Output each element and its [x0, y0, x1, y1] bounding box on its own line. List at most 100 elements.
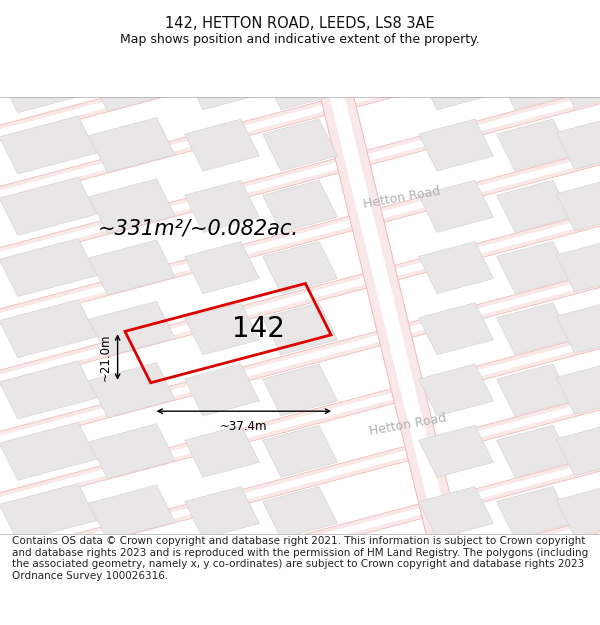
Polygon shape [185, 364, 259, 416]
Polygon shape [419, 425, 493, 478]
Polygon shape [419, 302, 493, 355]
Polygon shape [556, 427, 600, 476]
Polygon shape [0, 0, 600, 298]
Polygon shape [0, 0, 600, 237]
Text: 142, HETTON ROAD, LEEDS, LS8 3AE: 142, HETTON ROAD, LEEDS, LS8 3AE [165, 16, 435, 31]
Polygon shape [497, 364, 571, 416]
Polygon shape [0, 0, 600, 294]
Polygon shape [263, 364, 337, 416]
Polygon shape [419, 486, 493, 539]
Polygon shape [556, 59, 600, 108]
Polygon shape [0, 118, 600, 625]
Polygon shape [556, 243, 600, 292]
Polygon shape [0, 302, 600, 625]
Polygon shape [497, 119, 571, 171]
Polygon shape [0, 241, 600, 625]
Polygon shape [0, 55, 97, 112]
Polygon shape [263, 425, 337, 478]
Polygon shape [185, 486, 259, 539]
Polygon shape [89, 301, 175, 356]
Text: ~331m²/~0.082ac.: ~331m²/~0.082ac. [97, 218, 299, 238]
Polygon shape [0, 0, 600, 604]
Text: Map shows position and indicative extent of the property.: Map shows position and indicative extent… [120, 32, 480, 46]
Polygon shape [263, 302, 337, 355]
Polygon shape [556, 182, 600, 231]
Text: Contains OS data © Crown copyright and database right 2021. This information is : Contains OS data © Crown copyright and d… [12, 536, 588, 581]
Polygon shape [0, 53, 600, 625]
Polygon shape [0, 300, 97, 358]
Polygon shape [185, 548, 259, 600]
Polygon shape [556, 121, 600, 169]
Polygon shape [0, 0, 600, 421]
Text: ~37.4m: ~37.4m [220, 420, 268, 433]
Polygon shape [0, 361, 97, 419]
Polygon shape [263, 548, 337, 600]
Polygon shape [556, 304, 600, 353]
Polygon shape [0, 0, 600, 478]
Polygon shape [0, 359, 600, 625]
Polygon shape [0, 57, 600, 625]
Polygon shape [0, 298, 600, 625]
Text: Hetton Road: Hetton Road [362, 184, 442, 211]
Polygon shape [0, 114, 600, 625]
Text: Hetton Road: Hetton Road [368, 412, 448, 438]
Polygon shape [556, 366, 600, 414]
Polygon shape [0, 484, 97, 541]
Polygon shape [174, 0, 600, 625]
Polygon shape [0, 0, 600, 359]
Polygon shape [263, 486, 337, 539]
Polygon shape [185, 58, 259, 110]
Polygon shape [0, 545, 97, 602]
Polygon shape [89, 424, 175, 479]
Polygon shape [556, 488, 600, 537]
Polygon shape [419, 119, 493, 171]
Polygon shape [166, 0, 600, 625]
Polygon shape [0, 0, 600, 233]
Polygon shape [185, 302, 259, 355]
Polygon shape [263, 58, 337, 110]
Polygon shape [0, 239, 97, 296]
Text: 142: 142 [232, 315, 284, 342]
Polygon shape [0, 179, 600, 625]
Polygon shape [0, 0, 600, 543]
Polygon shape [185, 241, 259, 294]
Polygon shape [263, 241, 337, 294]
Polygon shape [0, 0, 600, 417]
Polygon shape [497, 241, 571, 294]
Polygon shape [497, 302, 571, 355]
Polygon shape [0, 237, 600, 625]
Polygon shape [497, 486, 571, 539]
Polygon shape [0, 0, 600, 601]
Polygon shape [185, 425, 259, 478]
Polygon shape [89, 179, 175, 234]
Polygon shape [419, 58, 493, 110]
Polygon shape [0, 116, 97, 174]
Polygon shape [556, 549, 600, 598]
Polygon shape [0, 422, 97, 480]
Polygon shape [0, 363, 600, 625]
Polygon shape [419, 180, 493, 232]
Polygon shape [185, 180, 259, 232]
Polygon shape [497, 548, 571, 600]
Polygon shape [0, 176, 600, 625]
Polygon shape [0, 0, 600, 539]
Polygon shape [0, 0, 600, 356]
Polygon shape [0, 0, 600, 482]
Polygon shape [89, 485, 175, 540]
Polygon shape [497, 425, 571, 478]
Polygon shape [419, 364, 493, 416]
Polygon shape [497, 58, 571, 110]
Polygon shape [0, 177, 97, 235]
Polygon shape [185, 119, 259, 171]
Polygon shape [263, 180, 337, 232]
Polygon shape [89, 118, 175, 172]
Polygon shape [89, 56, 175, 111]
Polygon shape [263, 119, 337, 171]
Polygon shape [89, 362, 175, 418]
Polygon shape [497, 180, 571, 232]
Polygon shape [419, 548, 493, 600]
Text: ~21.0m: ~21.0m [98, 333, 112, 381]
Polygon shape [89, 240, 175, 295]
Polygon shape [89, 546, 175, 601]
Polygon shape [419, 241, 493, 294]
